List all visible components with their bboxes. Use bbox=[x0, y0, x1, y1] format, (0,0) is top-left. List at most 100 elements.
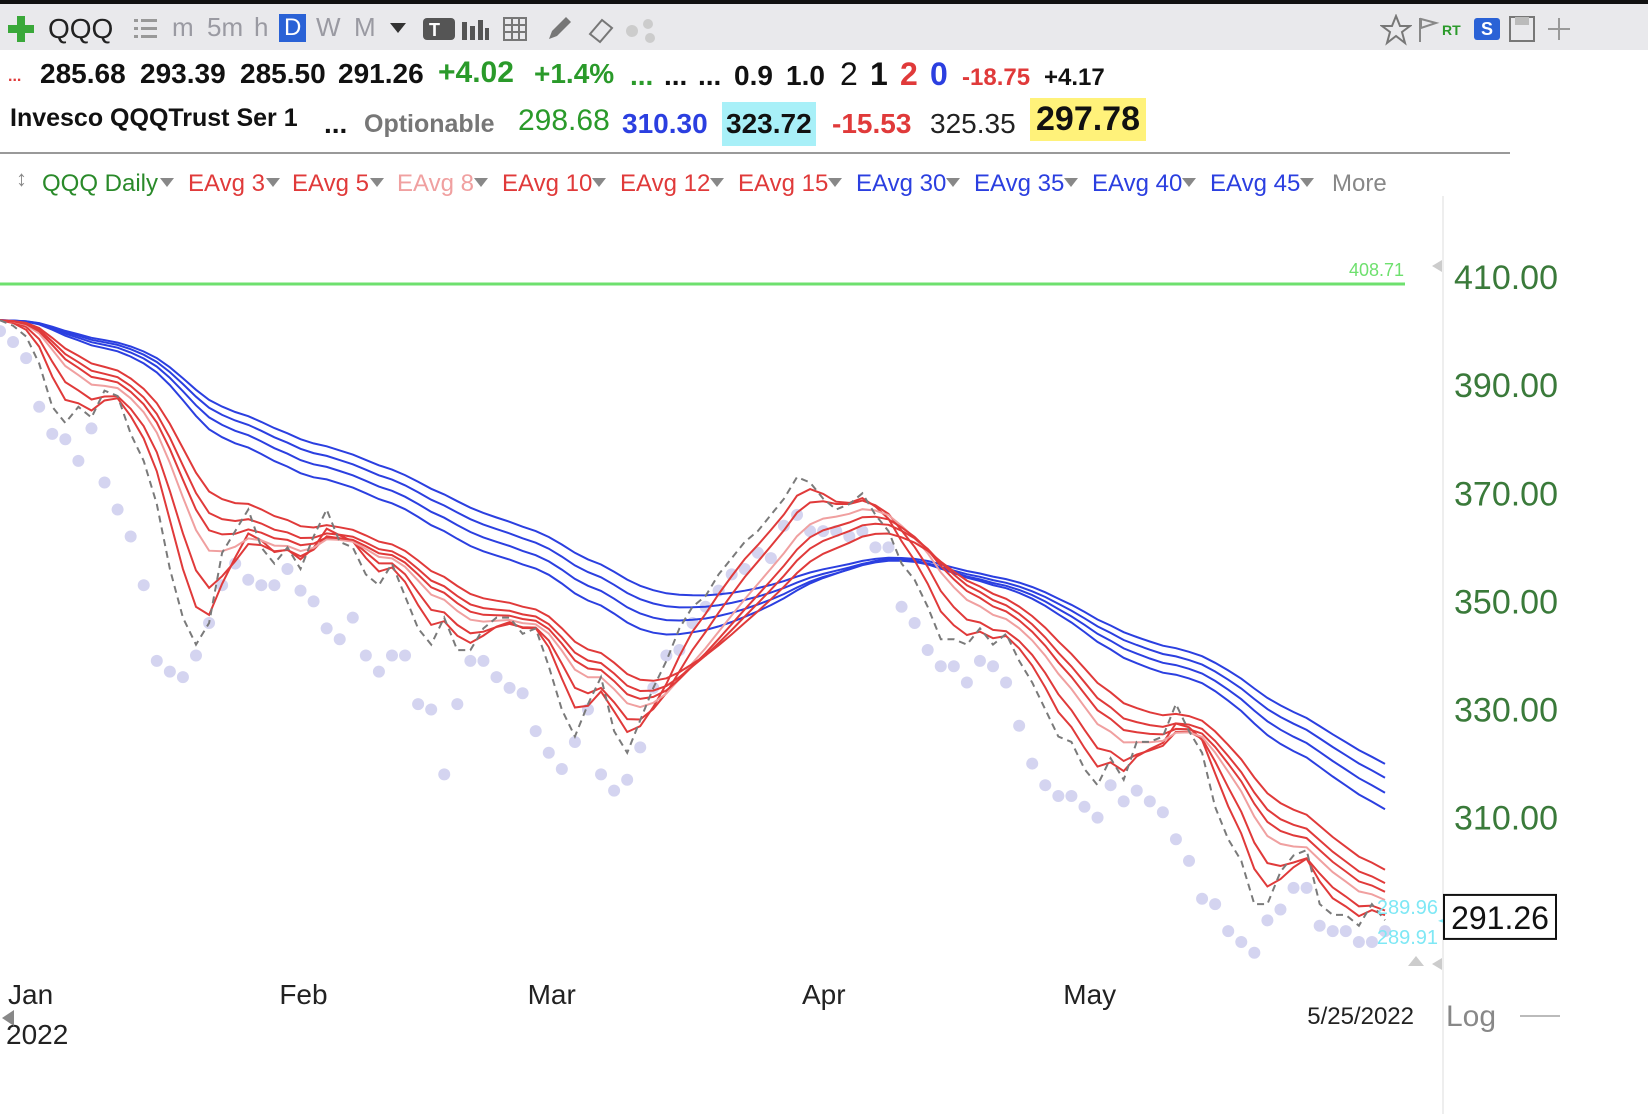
legend-eavg-10[interactable]: EAvg 10 bbox=[502, 170, 593, 197]
add-symbol-icon[interactable] bbox=[6, 14, 36, 44]
legend-eavg-8[interactable]: EAvg 8 bbox=[397, 170, 474, 197]
move-icon[interactable] bbox=[1546, 16, 1572, 42]
chevron-down-icon[interactable] bbox=[266, 178, 280, 187]
scroll-up-icon[interactable] bbox=[1408, 956, 1424, 966]
close-value: 291.26 bbox=[338, 58, 424, 89]
low-dot bbox=[1065, 790, 1078, 802]
low-dot bbox=[1013, 719, 1026, 732]
sort-icon[interactable]: ↕ bbox=[16, 166, 27, 191]
list-icon[interactable] bbox=[132, 16, 160, 42]
low-dot bbox=[346, 611, 359, 624]
low-dot bbox=[477, 654, 490, 667]
timeframe-m[interactable]: m bbox=[172, 12, 194, 42]
price-line bbox=[0, 319, 1386, 928]
chevron-down-icon[interactable] bbox=[710, 178, 724, 187]
legend-eavg-15[interactable]: EAvg 15 bbox=[738, 170, 829, 197]
low-dot bbox=[1274, 903, 1287, 916]
dots-label: ... bbox=[8, 68, 22, 85]
s-label: S bbox=[1480, 19, 1493, 39]
chevron-down-icon[interactable] bbox=[1182, 178, 1196, 187]
pencil-icon[interactable] bbox=[544, 14, 574, 44]
bar-chart-icon[interactable] bbox=[460, 16, 490, 42]
y-tick-label: 330.00 bbox=[1454, 692, 1558, 730]
low-dot bbox=[1379, 925, 1391, 938]
low-dot bbox=[1326, 925, 1339, 938]
chevron-down-icon[interactable] bbox=[946, 178, 960, 187]
symbol-label[interactable]: QQQ bbox=[48, 13, 114, 44]
low-dot bbox=[856, 525, 869, 538]
text-tool-icon[interactable]: T bbox=[422, 16, 456, 42]
low-dot bbox=[764, 552, 777, 565]
scroll-arrow-icon[interactable] bbox=[1432, 260, 1442, 272]
low-dot bbox=[1052, 790, 1065, 802]
s-button[interactable]: S bbox=[1474, 18, 1500, 40]
low-dot bbox=[189, 649, 202, 662]
low-dot bbox=[1143, 795, 1156, 808]
low-dot bbox=[255, 579, 268, 592]
legend-eavg-5[interactable]: EAvg 5 bbox=[292, 170, 369, 197]
eraser-icon[interactable] bbox=[586, 16, 616, 44]
low-dot bbox=[464, 654, 477, 667]
low-dot bbox=[85, 422, 98, 435]
legend-eavg-40[interactable]: EAvg 40 bbox=[1092, 170, 1183, 197]
y-tick-label: 390.00 bbox=[1454, 367, 1558, 405]
low-value: 285.50 bbox=[240, 58, 326, 89]
timeframe-w[interactable]: W bbox=[316, 12, 341, 42]
legend-more[interactable]: More bbox=[1332, 170, 1387, 197]
lower-band-label: 289.91 bbox=[1377, 927, 1438, 949]
eavg-15-line bbox=[0, 319, 1386, 871]
low-dot bbox=[1039, 779, 1052, 792]
high-value: 293.39 bbox=[140, 58, 226, 89]
legend-main[interactable]: QQQ Daily bbox=[42, 170, 159, 197]
scroll-right-icon[interactable] bbox=[1432, 958, 1442, 970]
star-icon[interactable] bbox=[1380, 14, 1412, 46]
low-dot bbox=[385, 649, 398, 662]
low-dot bbox=[294, 584, 307, 597]
legend-eavg-30[interactable]: EAvg 30 bbox=[856, 170, 947, 197]
chevron-down-icon[interactable] bbox=[828, 178, 842, 187]
chevron-down-icon[interactable] bbox=[592, 178, 606, 187]
legend-eavg-3[interactable]: EAvg 3 bbox=[188, 170, 265, 197]
chevron-down-icon[interactable] bbox=[1300, 178, 1314, 187]
chevron-down-icon[interactable] bbox=[1064, 178, 1078, 187]
chevron-down-icon[interactable] bbox=[370, 178, 384, 187]
rt-badge[interactable]: RT bbox=[1442, 22, 1461, 38]
x-tick-label: Jan bbox=[8, 979, 53, 1010]
low-dot bbox=[307, 595, 320, 608]
timeframe-h[interactable]: h bbox=[254, 12, 269, 42]
low-dot bbox=[320, 622, 333, 635]
legend-eavg-12[interactable]: EAvg 12 bbox=[620, 170, 711, 197]
timeframe-d[interactable]: D bbox=[279, 14, 307, 42]
eavg-5-line bbox=[0, 319, 1386, 912]
x-tick-label: Feb bbox=[279, 979, 327, 1010]
legend-eavg-45[interactable]: EAvg 45 bbox=[1210, 170, 1301, 197]
flag-icon[interactable] bbox=[1416, 16, 1440, 44]
timeframe-mo[interactable]: M bbox=[354, 12, 376, 42]
pos-value: +4.17 bbox=[1044, 64, 1105, 91]
svg-text:T: T bbox=[429, 20, 440, 40]
price-chart[interactable]: 408.71 410.00 390.00 370.00 350.00 330.00 310… bbox=[0, 196, 1648, 1114]
legend-eavg-35[interactable]: EAvg 35 bbox=[974, 170, 1065, 197]
low-dot bbox=[555, 762, 568, 775]
scroll-left-icon[interactable] bbox=[2, 1010, 14, 1026]
neg-value: -18.75 bbox=[962, 64, 1031, 91]
table-icon[interactable] bbox=[502, 16, 532, 44]
low-dot bbox=[20, 352, 33, 365]
chevron-down-icon[interactable] bbox=[390, 23, 406, 33]
low-dot bbox=[451, 698, 464, 711]
timeframe-5m[interactable]: 5m bbox=[207, 12, 244, 42]
low-dot bbox=[960, 676, 973, 689]
save-icon[interactable] bbox=[1508, 15, 1536, 43]
low-dot bbox=[0, 325, 6, 338]
low-dot bbox=[1339, 925, 1352, 938]
low-dot bbox=[46, 427, 59, 440]
chevron-down-icon[interactable] bbox=[474, 178, 488, 187]
count-3: 2 bbox=[900, 56, 918, 92]
low-dot bbox=[529, 725, 542, 738]
low-dot bbox=[869, 541, 882, 554]
log-scale-toggle[interactable]: Log bbox=[1446, 1000, 1496, 1033]
low-dot bbox=[973, 654, 986, 667]
low-dot bbox=[176, 671, 189, 684]
dots-icon[interactable] bbox=[624, 16, 660, 46]
chevron-down-icon[interactable] bbox=[160, 178, 174, 187]
